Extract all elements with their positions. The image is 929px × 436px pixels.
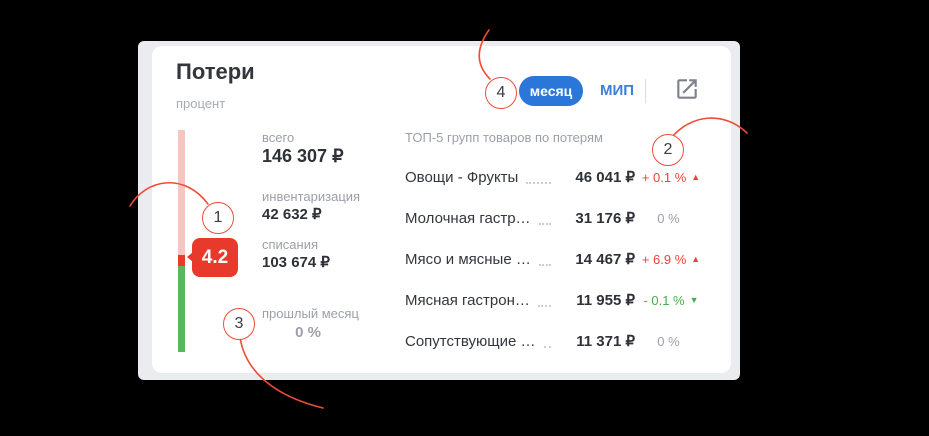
gauge-segment-current	[178, 255, 185, 266]
row-value: 31 176 ₽	[575, 210, 635, 227]
row-change: - 0.1 % ▼	[643, 292, 699, 308]
loss-gauge-bar	[178, 130, 185, 352]
stat-writeoff-label: списания	[262, 237, 319, 252]
row-value: 11 955 ₽	[576, 292, 635, 309]
row-change: 0 %	[657, 333, 680, 349]
row-name: Молочная гастр…	[405, 209, 531, 227]
last-month-value: 0 %	[295, 324, 321, 341]
row-value: 14 467 ₽	[575, 251, 635, 268]
page-title: Потери	[176, 59, 255, 84]
dotted-leader	[538, 252, 551, 266]
stat-inventory-label: инвентаризация	[262, 189, 361, 204]
table-row[interactable]: Молочная гастр… 31 176 ₽ 0 %	[405, 208, 707, 228]
table-row[interactable]: Мясо и мясные … 14 467 ₽ + 6.9 % ▲	[405, 249, 707, 269]
last-month-label: прошлый месяц	[262, 306, 359, 321]
dotted-leader	[526, 170, 551, 184]
period-toggle-month-button[interactable]: месяц	[519, 76, 583, 106]
table-row[interactable]: Мясная гастрон… 11 955 ₽ - 0.1 % ▼	[405, 290, 707, 310]
callout-3: 3	[223, 308, 255, 340]
callout-4: 4	[485, 77, 517, 109]
trend-arrow-icon: ▲	[691, 171, 701, 182]
table-row[interactable]: Сопутствующие … 11 371 ₽ 0 %	[405, 331, 707, 351]
stat-total-label: всего	[262, 130, 295, 145]
gauge-segment-below	[178, 266, 185, 352]
header-divider	[645, 79, 646, 103]
dotted-leader	[538, 211, 551, 225]
top5-header: ТОП-5 групп товаров по потерям	[405, 130, 603, 145]
dotted-leader	[537, 293, 551, 307]
gauge-value-badge: 4.2	[187, 238, 238, 277]
period-toggle-mip-button[interactable]: МИП	[600, 82, 635, 99]
page-subtitle: процент	[176, 96, 226, 111]
callout-1: 1	[202, 202, 234, 234]
row-name: Мясо и мясные …	[405, 250, 531, 268]
trend-arrow-icon: ▼	[689, 294, 699, 305]
open-in-new-icon[interactable]	[672, 74, 702, 104]
row-name: Сопутствующие …	[405, 332, 536, 350]
trend-arrow-icon: ▲	[691, 253, 701, 264]
stat-writeoff-value: 103 674 ₽	[262, 254, 330, 271]
row-name: Мясная гастрон…	[405, 291, 530, 309]
row-name: Овощи - Фрукты	[405, 168, 519, 186]
callout-2: 2	[652, 134, 684, 166]
row-change: 0 %	[657, 210, 680, 226]
losses-widget-card: Потери процент месяц МИП 4.2 всего 146 3…	[152, 46, 731, 373]
stat-total-value: 146 307 ₽	[262, 146, 344, 166]
row-change: + 0.1 % ▲	[641, 169, 701, 185]
stat-inventory-value: 42 632 ₽	[262, 206, 322, 223]
row-change: + 6.9 % ▲	[641, 251, 701, 267]
row-value: 46 041 ₽	[575, 169, 635, 186]
gauge-segment-above	[178, 130, 185, 255]
dotted-leader	[543, 334, 551, 348]
last-month-block: прошлый месяц 0 %	[262, 306, 359, 341]
table-row[interactable]: Овощи - Фрукты 46 041 ₽ + 0.1 % ▲	[405, 167, 707, 187]
row-value: 11 371 ₽	[576, 333, 635, 350]
